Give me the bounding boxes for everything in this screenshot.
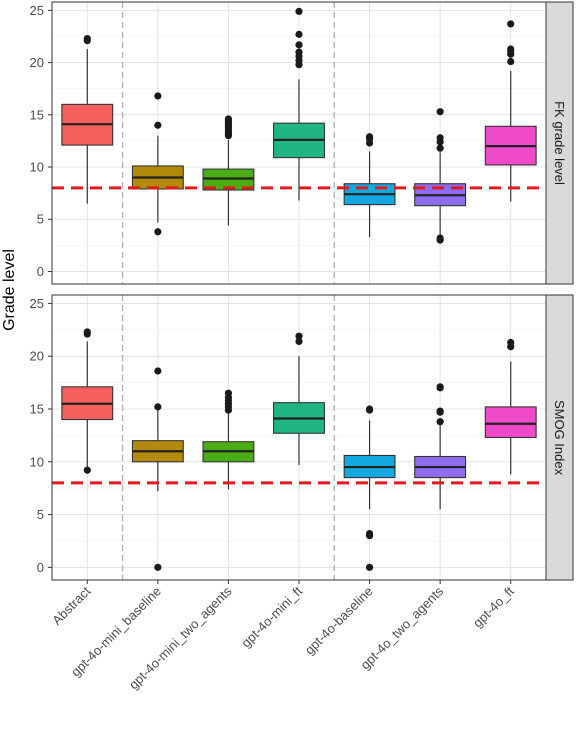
box-gpt-4o_two_agents — [414, 383, 467, 510]
facet-strip — [545, 1, 574, 285]
outlier-point — [507, 338, 515, 347]
outlier-point — [365, 133, 374, 141]
box-gpt-4o_ft — [484, 338, 537, 475]
x-tick-label: Abstract — [49, 583, 94, 628]
box-gpt-4o-mini_ft — [273, 332, 325, 465]
outlier-point — [154, 92, 162, 100]
outlier-point — [154, 228, 162, 236]
y-tick-label: 10 — [30, 454, 44, 469]
box-Abstract — [61, 328, 114, 474]
x-tick-labels: Abstractgpt-4o-mini_baselinegpt-4o-mini_… — [49, 580, 517, 692]
outlier-point — [154, 367, 162, 375]
y-tick-label: 10 — [30, 160, 44, 175]
y-tick-label: 0 — [37, 560, 44, 575]
outlier-point — [154, 403, 162, 411]
outlier-point — [295, 337, 303, 346]
y-tick-label: 5 — [37, 212, 44, 227]
box-gpt-4o-mini_baseline — [131, 367, 184, 571]
panels-layer: 0 5 10 15 20 25 FK grade level 0 5 10 15 20 25 SMOG I… — [30, 1, 574, 581]
y-tick-label: 5 — [37, 507, 44, 522]
x-tick-label: gpt-4o_ft — [470, 583, 517, 630]
panel-smog-index: 0 5 10 15 20 25 SMOG Index — [30, 294, 574, 581]
y-tick-label: 25 — [30, 3, 44, 18]
box-gpt-4o-mini_two_agents — [202, 115, 255, 226]
outlier-point — [224, 115, 233, 123]
y-axis-title: Grade level — [1, 249, 18, 331]
outlier-point — [436, 134, 444, 142]
outlier-point — [436, 234, 444, 242]
outlier-point — [295, 30, 303, 38]
outlier-point — [83, 328, 91, 336]
outlier-point — [436, 383, 444, 391]
facet-strip-label: FK grade level — [552, 101, 567, 185]
y-tick-label: 15 — [30, 107, 44, 122]
y-tick-label: 20 — [30, 55, 44, 70]
outlier-point — [365, 405, 374, 413]
outlier-point — [154, 563, 162, 571]
box-gpt-4o-baseline — [343, 405, 396, 571]
y-tick-label: 15 — [30, 402, 44, 417]
outlier-point — [436, 108, 444, 116]
outlier-point — [295, 332, 303, 340]
outlier-point — [436, 407, 444, 415]
x-tick-label: gpt-4o-mini_ft — [238, 583, 305, 650]
outlier-point — [83, 466, 91, 474]
outlier-point — [295, 48, 303, 56]
box-Abstract — [61, 34, 114, 204]
y-tick-label: 0 — [37, 264, 44, 279]
outlier-point — [83, 34, 91, 43]
box-gpt-4o-mini_two_agents — [202, 389, 255, 490]
outlier-point — [365, 563, 374, 571]
outlier-point — [365, 529, 374, 538]
facet-strip — [545, 294, 574, 581]
outlier-point — [295, 41, 303, 49]
outlier-point — [224, 389, 233, 397]
facet-strip-label: SMOG Index — [552, 400, 567, 476]
outlier-point — [507, 57, 515, 66]
box-gpt-4o_ft — [484, 20, 537, 202]
box-gpt-4o-mini_ft — [273, 7, 325, 201]
y-tick-label: 20 — [30, 349, 44, 364]
panel-fk-grade-level: 0 5 10 15 20 25 FK grade level — [30, 1, 574, 285]
outlier-point — [436, 144, 444, 152]
box-iqr — [484, 406, 537, 439]
y-tick-label: 25 — [30, 296, 44, 311]
outlier-point — [154, 121, 162, 129]
outlier-point — [507, 20, 515, 28]
outlier-point — [436, 418, 444, 426]
outlier-point — [295, 7, 303, 15]
x-tick-label: gpt-4o-baseline — [302, 584, 376, 658]
outlier-point — [507, 45, 515, 53]
box-gpt-4o-mini_baseline — [131, 92, 184, 236]
